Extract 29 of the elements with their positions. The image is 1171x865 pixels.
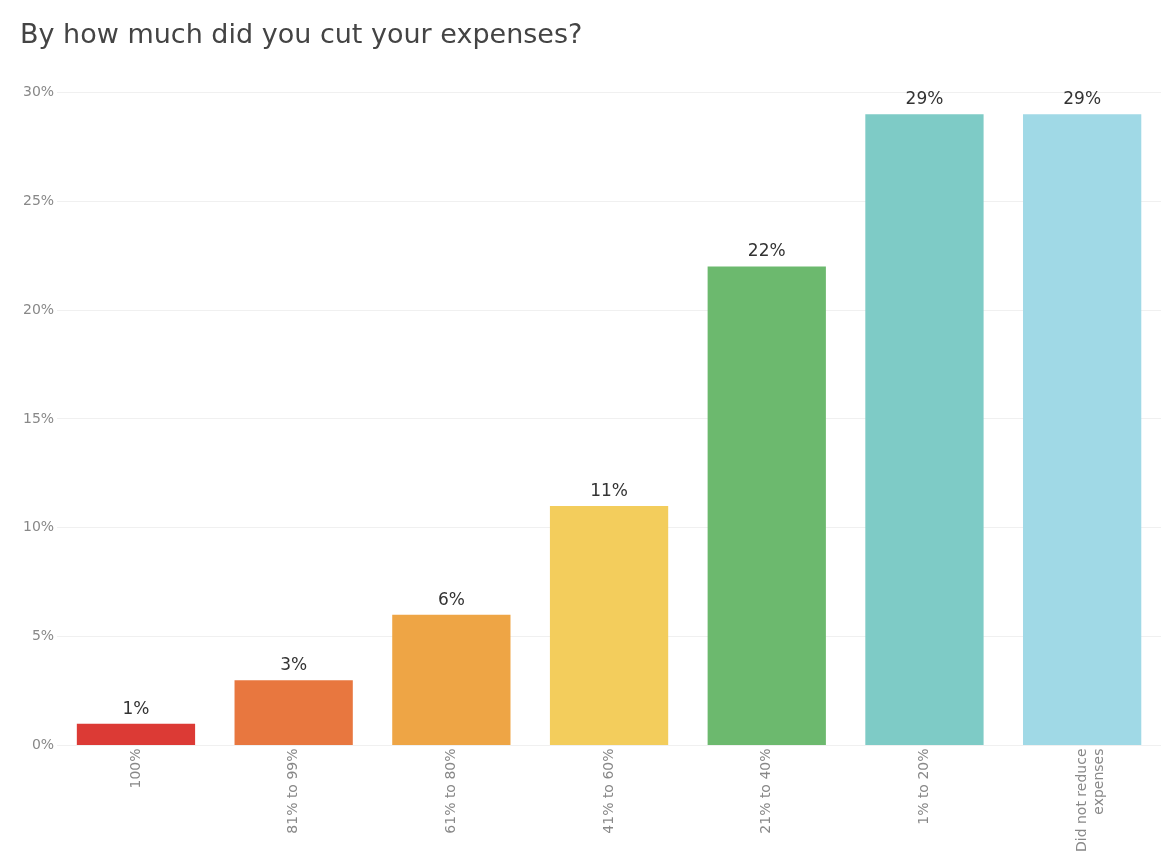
data-label: 3% [280,654,308,675]
x-tick-label: 61% to 80% [442,748,458,834]
bar [707,266,826,745]
data-label: 22% [747,240,786,261]
x-tick-label: 41% to 60% [599,748,616,834]
bar [234,680,353,745]
x-tick-label: 1% to 20% [915,748,932,825]
bar [549,506,669,745]
x-tick-label: 81% to 99% [284,748,301,834]
bar [392,614,511,745]
y-tick-label: 25% [22,191,55,208]
bar [76,723,196,745]
x-tick-label: 100% [126,748,143,789]
data-label: 6% [437,588,465,609]
y-tick-label: 20% [22,300,55,317]
data-label: 29% [905,88,944,109]
x-tick-label: Did not reduce expenses [1072,748,1106,853]
chart-title: By how much did you cut your expenses? [20,18,583,50]
data-label: 1% [122,697,150,718]
y-tick-label: 15% [22,409,55,426]
x-tick-label: 21% to 40% [757,748,774,834]
y-tick-label: 5% [31,627,55,644]
data-label: 29% [1063,88,1102,109]
y-tick-label: 10% [22,518,55,535]
bar [1023,114,1142,745]
data-label: 11% [590,479,628,500]
y-tick-label: 30% [22,83,55,100]
y-tick-label: 0% [31,736,55,753]
bar [865,114,984,745]
